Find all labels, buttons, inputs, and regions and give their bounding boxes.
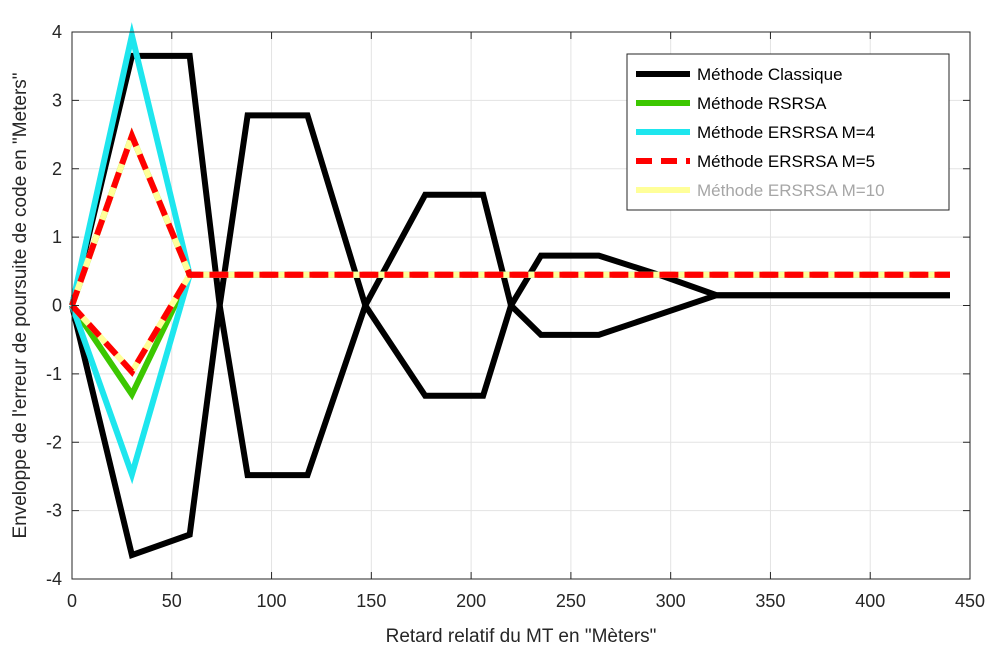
y-tick-label: 4 (52, 22, 62, 42)
y-tick-label: 2 (52, 159, 62, 179)
x-tick-label: 250 (556, 591, 586, 611)
series-methode-classique-lower-line (69, 284, 950, 560)
legend: Méthode Classique Méthode RSRSA Méthode ER… (626, 53, 950, 211)
legend-label: Méthode ERSRSA M=5 (697, 152, 875, 171)
y-tick-label: -4 (46, 569, 62, 589)
y-tick-label: -2 (46, 432, 62, 452)
x-tick-label: 200 (456, 591, 486, 611)
x-tick-label: 300 (656, 591, 686, 611)
x-tick-label: 400 (855, 591, 885, 611)
y-tick-label: 0 (52, 296, 62, 316)
x-tick-label: 350 (755, 591, 785, 611)
legend-label: Méthode ERSRSA M=10 (697, 181, 885, 200)
x-tick-label: 50 (162, 591, 182, 611)
legend-label: Méthode RSRSA (697, 94, 827, 113)
legend-label: Méthode Classique (697, 65, 843, 84)
series-methode-classique-upper-line (69, 52, 950, 329)
legend-label: Méthode ERSRSA M=4 (697, 123, 875, 142)
y-tick-label: -1 (46, 364, 62, 384)
x-tick-label: 450 (955, 591, 985, 611)
y-tick-label: 1 (52, 227, 62, 247)
ticks: 0 50 100 150 200 250 300 350 400 450 -4 -3 -2 -1 0 1 2 3 4 (46, 22, 985, 611)
series-methode-ersrsa-m-5-lower-line (69, 271, 950, 377)
x-tick-label: 0 (67, 591, 77, 611)
series-layer (69, 22, 950, 560)
y-tick-label: 3 (52, 90, 62, 110)
x-tick-label: 150 (356, 591, 386, 611)
x-axis-label: Retard relatif du MT en "Mèters" (386, 626, 657, 647)
y-axis-label: Enveloppe de l'erreur de poursuite de co… (10, 72, 31, 538)
y-tick-label: -3 (46, 501, 62, 521)
x-tick-label: 100 (257, 591, 287, 611)
